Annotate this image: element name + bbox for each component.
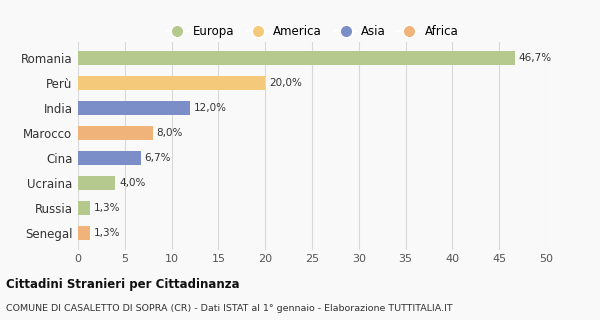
Bar (78, 151, 141, 165)
Bar (78, 176, 115, 190)
Bar (78, 201, 90, 215)
Text: 6,7%: 6,7% (145, 153, 171, 163)
Bar (78, 101, 190, 115)
Text: 1,3%: 1,3% (94, 203, 121, 213)
Text: 4,0%: 4,0% (119, 178, 146, 188)
Bar (78, 226, 90, 240)
Text: 20,0%: 20,0% (269, 78, 302, 88)
Text: COMUNE DI CASALETTO DI SOPRA (CR) - Dati ISTAT al 1° gennaio - Elaborazione TUTT: COMUNE DI CASALETTO DI SOPRA (CR) - Dati… (6, 304, 452, 313)
Legend: Europa, America, Asia, Africa: Europa, America, Asia, Africa (161, 20, 463, 43)
Text: 1,3%: 1,3% (94, 228, 121, 238)
Text: 46,7%: 46,7% (519, 53, 552, 63)
Bar (78, 51, 515, 65)
Text: 12,0%: 12,0% (194, 103, 227, 113)
Bar (78, 76, 265, 90)
Text: Cittadini Stranieri per Cittadinanza: Cittadini Stranieri per Cittadinanza (6, 278, 239, 292)
Text: 8,0%: 8,0% (157, 128, 183, 138)
Bar (78, 126, 153, 140)
